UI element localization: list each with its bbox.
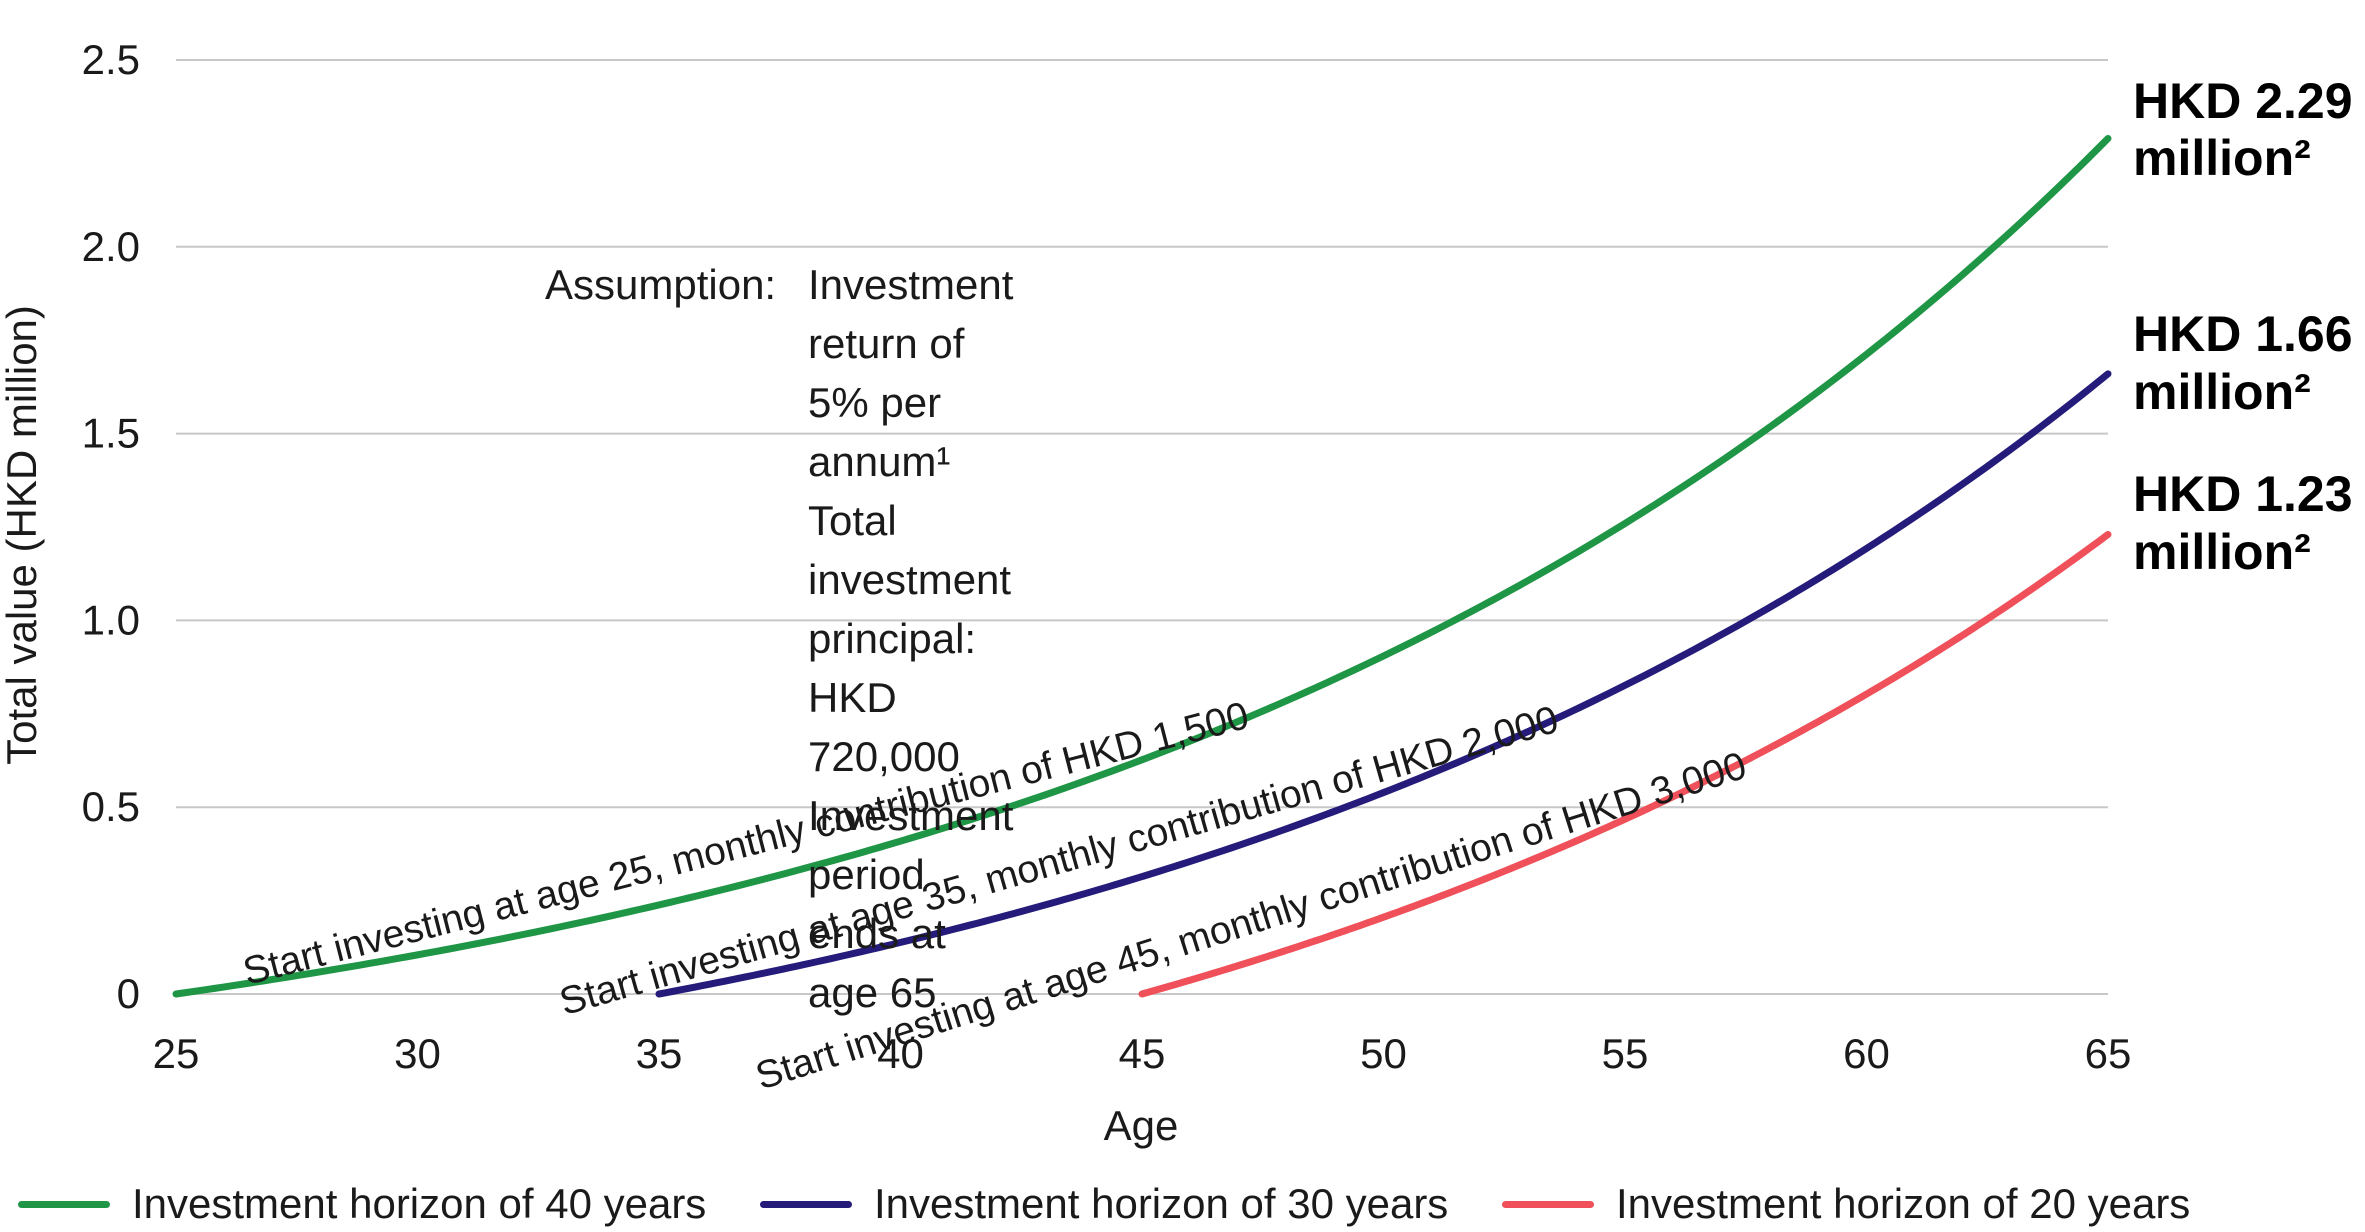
x-tick-label: 40 [877, 1030, 924, 1077]
series-line-40y [172, 134, 2112, 998]
x-tick-label: 65 [2085, 1030, 2132, 1077]
series-line-20y [1138, 530, 2112, 998]
end-value-label: HKD 2.29 [2133, 73, 2353, 129]
x-tick-label: 35 [636, 1030, 683, 1077]
y-tick-label: 2.5 [82, 36, 140, 83]
assumption-label: Assumption: [545, 261, 777, 308]
end-value-unit: million² [2133, 524, 2311, 580]
legend-label-30y: Investment horizon of 30 years [874, 1180, 1449, 1227]
x-tick-label: 30 [394, 1030, 441, 1077]
y-tick-label: 1.5 [82, 410, 140, 457]
x-tick-label: 55 [1602, 1030, 1649, 1077]
legend-swatch-30y [760, 1200, 852, 1208]
end-value-label: HKD 1.23 [2133, 466, 2353, 522]
x-tick-label: 25 [153, 1030, 200, 1077]
y-tick-label: 0 [117, 970, 140, 1017]
y-tick-labels: 0 0.5 1.0 1.5 2.0 2.5 [82, 36, 140, 1017]
legend-label-40y: Investment horizon of 40 years [132, 1180, 707, 1227]
x-axis-label: Age [1104, 1102, 1179, 1149]
x-tick-labels: 25 30 35 40 45 50 55 60 65 [153, 1030, 2132, 1077]
assumption-line-period: Investment period ends at age 65 [808, 792, 1014, 1016]
assumption-lines: Investment return of 5% per annum¹ Total… [808, 255, 1013, 1022]
legend-item-40y: Investment horizon of 40 years [18, 1176, 706, 1232]
x-tick-label: 60 [1843, 1030, 1890, 1077]
series-lines [172, 134, 2112, 998]
series-line-30y [655, 370, 2112, 998]
end-value-unit: million² [2133, 364, 2311, 420]
assumption-line-principal: Total investment principal: HKD 720,000 [808, 497, 1012, 780]
y-tick-label: 1.0 [82, 596, 140, 643]
legend-swatch-40y [18, 1200, 110, 1208]
legend-item-20y: Investment horizon of 20 years [1502, 1176, 2190, 1232]
end-value-label: HKD 1.66 [2133, 306, 2353, 362]
legend-label-20y: Investment horizon of 20 years [1616, 1180, 2191, 1227]
legend-swatch-20y [1502, 1200, 1594, 1208]
x-tick-label: 45 [1119, 1030, 1166, 1077]
assumption-line-return: Investment return of 5% per annum¹ [808, 261, 1014, 485]
end-value-unit: million² [2133, 130, 2311, 186]
y-axis-label: Total value (HKD million) [0, 305, 45, 765]
y-tick-label: 0.5 [82, 783, 140, 830]
legend-item-30y: Investment horizon of 30 years [760, 1176, 1448, 1232]
x-tick-label: 50 [1360, 1030, 1407, 1077]
y-tick-label: 2.0 [82, 223, 140, 270]
grid-lines [176, 59, 2108, 995]
